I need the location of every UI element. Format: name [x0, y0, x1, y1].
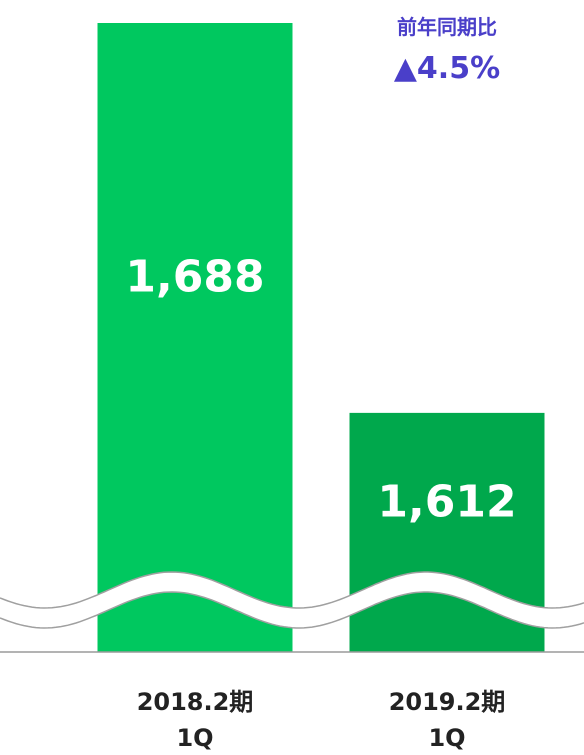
bars-group: [97, 23, 545, 652]
break-band: [0, 572, 584, 628]
category-label-0-1: 1Q: [176, 724, 213, 752]
yoy-title: 前年同期比: [397, 15, 497, 39]
value-labels-group: 1,688 1,612: [125, 252, 516, 528]
bar-value-label-0: 1,688: [125, 252, 264, 303]
category-label-1-1: 1Q: [428, 724, 465, 752]
break-line-top: [0, 571, 584, 609]
category-labels-group: 2018.2期 1Q 2019.2期 1Q: [137, 688, 506, 752]
yoy-value: ▲4.5%: [394, 51, 500, 86]
break-line-bottom: [0, 591, 584, 629]
category-label-1-0: 2019.2期: [389, 688, 506, 716]
bar-0: [97, 23, 293, 652]
category-label-0-0: 2018.2期: [137, 688, 254, 716]
axis-break: [0, 571, 584, 629]
yoy-annotation: 前年同期比 ▲4.5%: [394, 15, 500, 86]
bar-value-label-1: 1,612: [377, 476, 516, 527]
